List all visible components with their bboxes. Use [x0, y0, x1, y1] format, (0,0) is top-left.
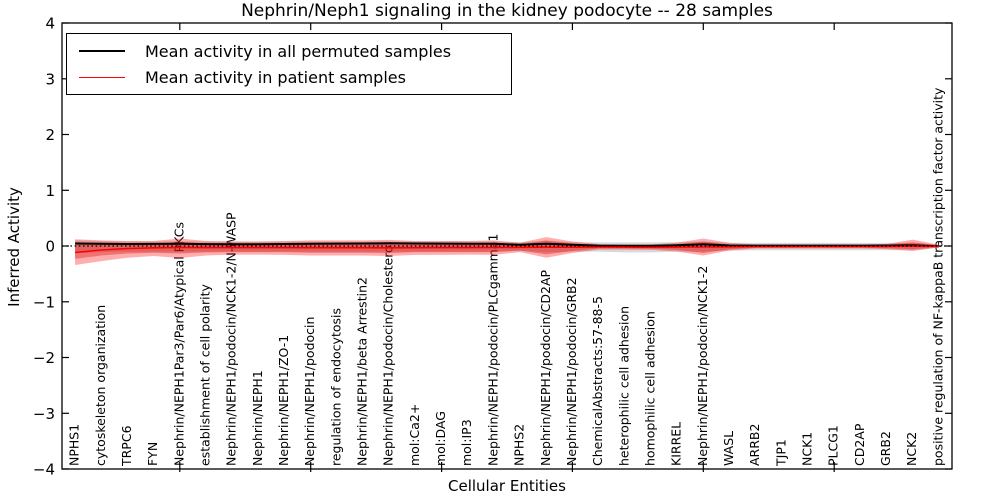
x-entity-label: mol:DAG [433, 411, 448, 466]
x-entity-label: Nephrin/NEPH1Par3/Par6/Atypical PKCs [171, 222, 186, 466]
x-entity-label: ARRB2 [747, 424, 762, 466]
x-entity-label: Nephrin/NEPH1/beta Arrestin2 [355, 277, 370, 466]
x-entity-label: Nephrin/NEPH1/ZO-1 [276, 335, 291, 466]
x-entity-label: heterophilic cell adhesion [616, 306, 631, 466]
x-entity-label: WASL [721, 431, 736, 466]
x-entity-label: PLCG1 [826, 425, 841, 466]
x-entity-label: homophilic cell adhesion [643, 311, 658, 466]
x-entity-label: FYN [145, 442, 160, 466]
y-tick-label: 0 [45, 238, 55, 256]
x-entity-label: cytoskeleton organization [93, 305, 108, 466]
legend-label: Mean activity in all permuted samples [145, 41, 452, 61]
x-entity-label: regulation of endocytosis [328, 308, 343, 466]
x-entity-label: NPHS1 [67, 424, 82, 466]
x-entity-label: CD2AP [852, 423, 867, 466]
x-entity-label: NCK2 [904, 432, 919, 466]
x-entity-label: Nephrin/NEPH1 [250, 370, 265, 466]
black-line-swatch [79, 50, 125, 52]
x-entity-label: Nephrin/NEPH1/podocin/CD2AP [538, 270, 553, 466]
series-line-patient [75, 245, 939, 254]
y-tick-label: −4 [33, 461, 55, 479]
x-entity-label: Nephrin/NEPH1/podocin/NCK1-2 [695, 266, 710, 466]
x-entity-label: TJP1 [773, 439, 788, 467]
x-entity-labels: NPHS1 cytoskeleton organization TRPC6 FYN Ne… [67, 87, 946, 467]
x-axis-label: Cellular Entities [448, 477, 566, 495]
legend-label: Mean activity in patient samples [145, 67, 406, 87]
x-entity-label: mol:Ca2+ [407, 404, 422, 466]
legend: Mean activity in all permuted samples Me… [66, 33, 512, 95]
x-entity-label: mol:IP3 [459, 419, 474, 466]
x-entity-label: establishment of cell polarity [198, 284, 213, 466]
y-tick-label: 4 [45, 15, 55, 33]
red-line-swatch [79, 76, 125, 78]
legend-entry-permuted: Mean activity in all permuted samples [67, 42, 511, 61]
x-ticks [179, 23, 835, 472]
y-tick-label: 3 [45, 70, 55, 88]
x-entity-label: TRPC6 [119, 425, 134, 467]
x-entity-label: ChemicalAbstracts:57-88-5 [590, 296, 605, 466]
x-entity-label: Nephrin/NEPH1/podocin/GRB2 [564, 277, 579, 466]
x-entity-label: NCK1 [800, 432, 815, 466]
series-line-permuted [75, 242, 939, 248]
y-ticks [62, 22, 952, 470]
chart-title: Nephrin/Neph1 signaling in the kidney po… [241, 1, 773, 21]
y-tick-label: −2 [33, 349, 55, 367]
x-entity-label: GRB2 [878, 431, 893, 466]
x-entity-label: NPHS2 [512, 424, 527, 466]
x-entity-label: KIRREL [669, 422, 684, 466]
x-entity-label: positive regulation of NF-kappaB transcr… [930, 87, 945, 466]
x-entity-label: Nephrin/NEPH1/podocin/NCK1-2/N-WASP [224, 212, 239, 466]
legend-entry-patient: Mean activity in patient samples [67, 68, 511, 87]
y-axis-label: Inferred Activity [5, 187, 23, 307]
y-tick-label: −3 [33, 405, 55, 423]
x-entity-label: Nephrin/NEPH1/podocin [302, 317, 317, 466]
y-tick-label: 2 [45, 126, 55, 144]
x-entity-label: Nephrin/NEPH1/podocin/PLCgamma1 [485, 234, 500, 466]
y-tick-label: 1 [45, 182, 55, 200]
y-tick-label: −1 [33, 293, 55, 311]
x-entity-label: Nephrin/NEPH1/podocin/Cholesterol [381, 242, 396, 466]
y-tick-labels: 4 3 2 1 0 −1 −2 −3 −4 [33, 15, 55, 479]
